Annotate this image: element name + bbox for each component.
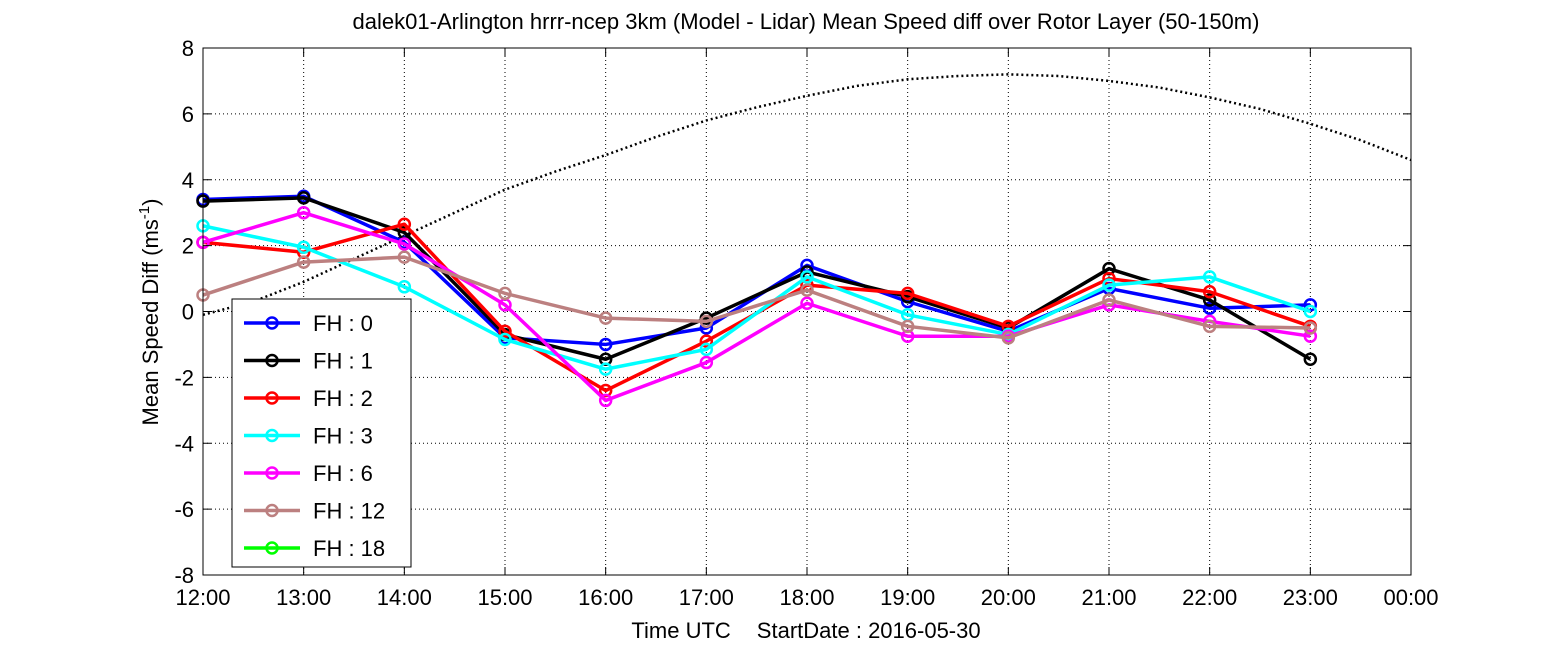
legend-label: FH : 18	[313, 536, 385, 561]
data-point	[296, 205, 311, 220]
legend: FH : 0 FH : 1 FH : 2 FH : 3 FH : 6 FH : 12 FH …	[231, 298, 412, 568]
data-point	[1202, 301, 1217, 315]
data-point	[699, 342, 714, 357]
x-tick-label: 14:00	[377, 585, 432, 610]
data-point	[598, 311, 613, 325]
legend-label: FH : 6	[313, 461, 373, 486]
data-point	[498, 324, 512, 339]
y-axis-label: Mean Speed Diff (ms-1)	[136, 199, 163, 426]
series-line	[202, 224, 1311, 371]
y-tick-label: 2	[182, 234, 194, 259]
data-point	[397, 217, 412, 231]
x-tick-label: 21:00	[1081, 585, 1136, 610]
chart-title: dalek01-Arlington hrrr-ncep 3km (Model -…	[353, 9, 1260, 34]
legend-swatch-marker	[265, 503, 279, 518]
data-point	[1202, 293, 1217, 307]
x-axis-label-startdate: StartDate : 2016-05-30	[757, 618, 981, 643]
series-5	[196, 250, 1318, 345]
series-line	[202, 210, 1311, 403]
data-point	[900, 319, 915, 334]
legend-label: FH : 0	[313, 311, 373, 336]
legend-swatch-marker	[265, 316, 279, 330]
y-tick-labels: -8 -6 -4 -2 0 2 4 6 8	[174, 36, 194, 588]
y-axis-label-close: )	[138, 199, 163, 206]
data-point	[1202, 284, 1217, 299]
legend-label: FH : 3	[313, 424, 373, 449]
y-tick-label: -8	[174, 563, 194, 588]
x-tick-label: 18:00	[779, 585, 834, 610]
legend-label: FH : 12	[313, 499, 385, 524]
x-axis-label: Time UTC StartDate : 2016-05-30	[631, 618, 980, 643]
x-axis-label-time: Time UTC	[631, 618, 731, 643]
x-tick-label: 13:00	[276, 585, 331, 610]
y-tick-label: 0	[182, 300, 194, 325]
legend-swatch-marker	[265, 353, 279, 368]
data-point	[1001, 331, 1016, 345]
data-point	[498, 286, 512, 301]
data-point	[598, 393, 613, 408]
data-point	[1303, 352, 1318, 367]
data-point	[498, 332, 512, 347]
x-tick-label: 23:00	[1283, 585, 1338, 610]
data-point	[397, 237, 412, 251]
data-point	[800, 296, 814, 311]
y-tick-label: 6	[182, 102, 194, 127]
data-point	[1202, 319, 1217, 334]
axis-ticks	[202, 47, 1412, 576]
legend-entries: FH : 0 FH : 1 FH : 2 FH : 3 FH : 6 FH : 12 FH …	[244, 311, 385, 561]
x-tick-label: 17:00	[679, 585, 734, 610]
x-tick-label: 15:00	[477, 585, 532, 610]
legend-swatch-marker	[265, 541, 279, 555]
x-tick-labels: 12:00 13:00 14:00 15:00 16:00 17:00 18:00 19:00…	[175, 585, 1438, 610]
series-group	[196, 189, 1318, 408]
data-point	[800, 283, 814, 297]
data-point	[598, 362, 613, 376]
legend-label: FH : 1	[313, 349, 373, 374]
x-tick-label: 00:00	[1383, 585, 1438, 610]
data-point	[699, 355, 714, 370]
data-point	[699, 334, 714, 348]
data-point	[296, 191, 311, 205]
legend-label: FH : 2	[313, 386, 373, 411]
y-axis-label-superscript: -1	[136, 206, 153, 219]
data-point	[699, 314, 714, 329]
series-line	[202, 255, 1311, 340]
x-tick-label: 19:00	[880, 585, 935, 610]
data-point	[1303, 321, 1318, 335]
data-point	[900, 286, 915, 301]
data-point	[397, 280, 412, 294]
legend-box	[231, 298, 412, 568]
x-tick-label: 22:00	[1182, 585, 1237, 610]
data-point	[800, 270, 814, 284]
y-tick-label: -2	[174, 365, 194, 390]
x-tick-label: 12:00	[175, 585, 230, 610]
y-tick-label: -4	[174, 431, 194, 456]
data-point	[1303, 329, 1318, 343]
y-tick-label: 4	[182, 168, 194, 193]
y-axis-label-main: Mean Speed Diff (ms	[138, 219, 163, 425]
data-point	[1202, 270, 1217, 284]
legend-swatch-marker	[265, 391, 279, 405]
data-point	[397, 250, 412, 264]
data-point	[296, 240, 311, 255]
x-tick-label: 20:00	[981, 585, 1036, 610]
x-tick-label: 16:00	[578, 585, 633, 610]
legend-swatch-marker	[265, 466, 279, 480]
data-point	[1303, 304, 1318, 319]
data-point	[1102, 293, 1116, 307]
data-point	[1102, 278, 1116, 292]
legend-swatch-marker	[265, 428, 279, 443]
series-line	[202, 196, 1312, 362]
y-tick-label: -6	[174, 497, 194, 522]
grid-lines	[203, 48, 1411, 575]
data-point	[598, 337, 613, 352]
y-tick-label: 8	[182, 36, 194, 61]
data-point	[296, 255, 311, 269]
